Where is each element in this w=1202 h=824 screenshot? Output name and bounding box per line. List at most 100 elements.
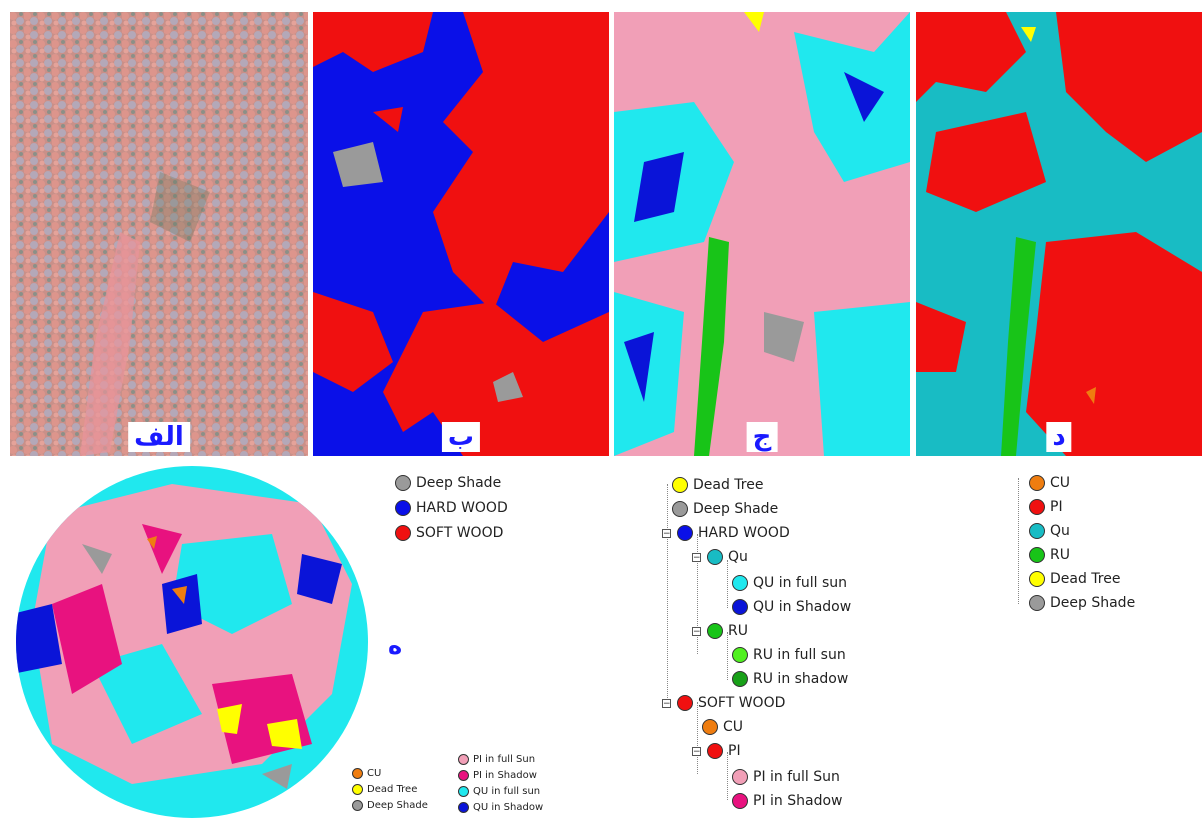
tree-label: HARD WOOD <box>698 525 790 541</box>
tree-item-deep-shade[interactable]: Deep Shade <box>672 498 778 520</box>
panel-label-jim: ج <box>746 422 778 452</box>
tree-label: QU in Shadow <box>753 599 852 615</box>
classification-panel-d: د <box>916 12 1202 456</box>
tree-label: RU in full sun <box>753 647 846 663</box>
collapse-toggle-icon[interactable]: − <box>692 746 701 757</box>
panel-label-dal: د <box>1046 422 1072 452</box>
tree-item-qu[interactable]: − Qu <box>692 546 748 568</box>
pi-full-sun-swatch <box>732 769 748 785</box>
tree-item-ru-full-sun[interactable]: RU in full sun <box>732 644 846 666</box>
classification-map-d <box>916 12 1202 456</box>
legend-c-tree: Dead Tree Deep Shade − HARD WOOD − Qu QU i… <box>660 474 920 814</box>
collapse-toggle-icon[interactable]: − <box>662 698 671 709</box>
tree-connector <box>727 560 728 608</box>
ru-swatch <box>707 623 723 639</box>
cu-swatch <box>352 767 363 779</box>
aerial-image-panel: الف <box>10 12 308 456</box>
tree-connector <box>697 534 698 654</box>
legend-label: CU <box>367 767 382 779</box>
circular-plot-map <box>12 464 372 820</box>
classification-map-b <box>313 12 609 456</box>
legend-label: CU <box>1050 475 1071 491</box>
tree-item-soft-wood[interactable]: − SOFT WOOD <box>662 692 785 714</box>
soft-wood-swatch <box>395 525 411 541</box>
tree-item-pi[interactable]: − PI <box>692 740 741 762</box>
ru-shadow-swatch <box>732 671 748 687</box>
tree-label: RU in shadow <box>753 671 849 687</box>
tree-item-pi-full-sun[interactable]: PI in full Sun <box>732 766 840 788</box>
tree-label: Qu <box>728 549 748 565</box>
legend-label: QU in full sun <box>473 785 541 797</box>
qu-full-sun-swatch <box>458 785 469 797</box>
pi-shadow-swatch <box>732 793 748 809</box>
legend-item-pi: PI <box>1029 496 1063 518</box>
aerial-image <box>10 12 308 456</box>
legend-item-hard-wood: HARD WOOD <box>395 497 508 519</box>
tree-item-pi-shadow[interactable]: PI in Shadow <box>732 790 842 812</box>
legend-item-cu: CU <box>352 766 381 780</box>
tree-item-ru[interactable]: − RU <box>692 620 748 642</box>
deep-shade-swatch <box>672 501 688 517</box>
ru-full-sun-swatch <box>732 647 748 663</box>
legend-label: Qu <box>1050 523 1070 539</box>
tree-label: CU <box>723 719 744 735</box>
tree-item-cu[interactable]: CU <box>702 716 743 738</box>
legend-item-pi-shadow: PI in Shadow <box>458 768 537 782</box>
circular-plot-svg <box>16 466 368 818</box>
legend-label: Dead Tree <box>1050 571 1121 587</box>
tree-label: PI <box>728 743 741 759</box>
hard-wood-swatch <box>677 525 693 541</box>
legend-label: SOFT WOOD <box>416 525 504 541</box>
classification-panel-c: ج <box>614 12 910 456</box>
qu-swatch <box>707 549 723 565</box>
legend-item-dead-tree: Dead Tree <box>1029 568 1120 590</box>
tree-item-dead-tree[interactable]: Dead Tree <box>672 474 763 496</box>
tree-label: QU in full sun <box>753 575 848 591</box>
cu-swatch <box>1029 475 1045 491</box>
soft-wood-swatch <box>677 695 693 711</box>
classification-map-c <box>614 12 910 456</box>
legend-item-soft-wood: SOFT WOOD <box>395 522 503 544</box>
circle-legend-right: PI in full Sun PI in Shadow QU in full s… <box>458 752 568 818</box>
tree-connector <box>667 484 668 702</box>
deep-shade-swatch <box>352 799 363 811</box>
pi-swatch <box>1029 499 1045 515</box>
dead-tree-swatch <box>352 783 363 795</box>
tree-item-hard-wood[interactable]: − HARD WOOD <box>662 522 790 544</box>
legend-item-qu-full-sun: QU in full sun <box>458 784 540 798</box>
ru-swatch <box>1029 547 1045 563</box>
legend-label: PI in full Sun <box>473 753 536 765</box>
tree-label: SOFT WOOD <box>698 695 786 711</box>
tree-label: PI in full Sun <box>753 769 840 785</box>
deep-shade-swatch <box>1029 595 1045 611</box>
qu-full-sun-swatch <box>732 575 748 591</box>
collapse-toggle-icon[interactable]: − <box>662 528 671 539</box>
deep-shade-swatch <box>395 475 411 491</box>
panel-label-alef: الف <box>128 422 190 452</box>
tree-item-ru-shadow[interactable]: RU in shadow <box>732 668 848 690</box>
legend-item-deep-shade: Deep Shade <box>395 472 501 494</box>
legend-d: CU PI Qu RU Dead Tree Deep Shade <box>1015 472 1185 622</box>
legend-item-deep-shade: Deep Shade <box>1029 592 1135 614</box>
legend-item-ru: RU <box>1029 544 1070 566</box>
tree-label: RU <box>728 623 748 639</box>
tree-connector <box>727 632 728 680</box>
tree-connector <box>697 702 698 774</box>
pi-full-sun-swatch <box>458 753 469 765</box>
qu-shadow-swatch <box>732 599 748 615</box>
legend-label: HARD WOOD <box>416 500 508 516</box>
pi-swatch <box>707 743 723 759</box>
collapse-toggle-icon[interactable]: − <box>692 626 701 637</box>
collapse-toggle-icon[interactable]: − <box>692 552 701 563</box>
legend-item-pi-full-sun: PI in full Sun <box>458 752 535 766</box>
circle-legend-left: CU Dead Tree Deep Shade <box>352 766 442 818</box>
circle-plot-label: ه <box>388 632 403 660</box>
tree-item-qu-full-sun[interactable]: QU in full sun <box>732 572 847 594</box>
tree-label: PI in Shadow <box>753 793 843 809</box>
legend-item-dead-tree: Dead Tree <box>352 782 417 796</box>
legend-label: Dead Tree <box>367 783 418 795</box>
legend-item-cu: CU <box>1029 472 1070 494</box>
pi-shadow-swatch <box>458 769 469 781</box>
tree-item-qu-shadow[interactable]: QU in Shadow <box>732 596 851 618</box>
legend-label: Deep Shade <box>367 799 428 811</box>
